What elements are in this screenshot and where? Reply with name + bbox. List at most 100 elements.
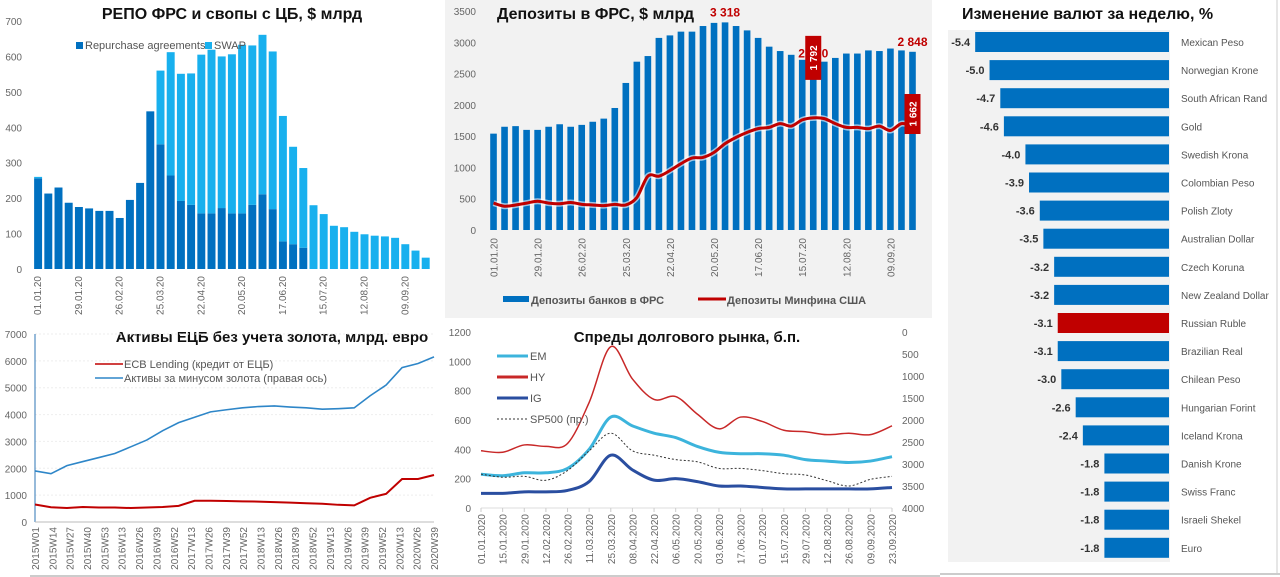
fx-value-label: -5.0 xyxy=(966,65,985,77)
annotation-label: 2 848 xyxy=(897,35,927,49)
bar-bank-deposits xyxy=(765,46,773,231)
y-tick-label: 400 xyxy=(454,445,471,456)
fx-value-label: -1.8 xyxy=(1080,543,1099,555)
bar-swap xyxy=(238,44,247,214)
x-tick-label: 2016W13 xyxy=(118,527,129,570)
x-tick-label: 01.07.2020 xyxy=(758,514,769,564)
annotation-label: 3 318 xyxy=(710,5,740,19)
fx-value-label: -4.6 xyxy=(980,121,999,133)
x-tick-label: 26.02.20 xyxy=(115,276,126,315)
fx-category-label: Hungarian Forint xyxy=(1181,403,1256,414)
fx-bar xyxy=(1057,341,1169,362)
x-tick-label: 2017W52 xyxy=(239,527,250,570)
x-tick-label: 2015W01 xyxy=(31,527,42,570)
fx-bar xyxy=(1082,425,1169,446)
x-tick-label: 29.01.20 xyxy=(534,238,545,277)
bar-repo xyxy=(85,208,94,269)
y2-tick-label: 500 xyxy=(902,350,919,361)
x-tick-label: 01.01.20 xyxy=(33,276,44,315)
x-tick-label: 2015W53 xyxy=(100,527,111,570)
bar-swap xyxy=(166,52,175,176)
bar-bank-deposits xyxy=(854,53,861,231)
y2-tick-label: 3500 xyxy=(902,482,925,493)
bar-repo xyxy=(156,144,165,269)
bar-bank-deposits xyxy=(677,31,685,230)
bar-bank-deposits xyxy=(832,57,839,230)
legend-swatch-bank-deposits xyxy=(503,296,529,302)
annotation-box xyxy=(904,94,921,135)
bar-swap xyxy=(207,49,216,214)
x-tick-label: 17.06.20 xyxy=(754,238,765,277)
bar-swap xyxy=(350,231,359,269)
fx-category-label: Gold xyxy=(1181,122,1202,133)
fx-bar xyxy=(989,60,1169,81)
fx-bar xyxy=(1054,256,1169,277)
x-tick-label: 2015W14 xyxy=(48,527,59,570)
y-tick-label: 0 xyxy=(16,265,22,276)
x-tick-label: 2019W52 xyxy=(378,527,389,570)
x-tick-label: 26.08.2020 xyxy=(845,514,856,564)
x-tick-label: 11.03.2020 xyxy=(585,514,596,564)
bar-bank-deposits xyxy=(589,121,597,230)
x-tick-label: 2019W26 xyxy=(343,527,354,570)
fx-bar xyxy=(1104,537,1169,558)
y-tick-label: 2500 xyxy=(454,70,477,81)
fx-category-label: Brazilian Real xyxy=(1181,347,1243,358)
bar-repo xyxy=(64,202,73,269)
fx-category-label: New Zealand Dollar xyxy=(1181,291,1269,302)
fx-category-label: Danish Krone xyxy=(1181,460,1242,471)
fx-value-label: -1.8 xyxy=(1080,515,1099,527)
y-tick-label: 1000 xyxy=(5,491,28,502)
ecb-assets-line xyxy=(34,356,435,475)
bar-repo xyxy=(95,210,104,269)
bar-swap xyxy=(248,45,257,205)
annotation-label: 1 792 xyxy=(809,45,820,70)
fx-bar xyxy=(1104,453,1169,474)
bar-bank-deposits xyxy=(787,54,795,230)
y-tick-label: 200 xyxy=(454,475,471,486)
x-tick-label: 2015W27 xyxy=(66,527,77,570)
y2-tick-label: 3000 xyxy=(902,460,925,471)
bar-repo xyxy=(105,210,114,269)
bar-bank-deposits xyxy=(688,31,696,230)
bar-bank-deposits xyxy=(732,26,740,230)
bar-repo xyxy=(289,244,298,269)
fx-value-label: -3.0 xyxy=(1037,374,1056,386)
x-tick-label: 2017W39 xyxy=(222,527,233,570)
bar-repo xyxy=(238,213,247,269)
x-tick-label: 26.02.2020 xyxy=(564,514,575,564)
fx-category-label: Iceland Krona xyxy=(1181,431,1243,442)
bar-swap xyxy=(156,70,165,145)
x-tick-label: 15.01.2020 xyxy=(499,514,510,564)
fx-value-label: -3.1 xyxy=(1034,346,1053,358)
y-tick-label: 700 xyxy=(5,17,22,28)
fx-value-label: -1.8 xyxy=(1080,487,1099,499)
x-tick-label: 2018W39 xyxy=(291,527,302,570)
y-tick-label: 800 xyxy=(454,387,471,398)
fx-bar xyxy=(1104,481,1169,502)
fx-bar xyxy=(1104,509,1169,530)
bar-swap xyxy=(360,234,369,269)
bar-repo xyxy=(74,207,83,269)
bar-bank-deposits xyxy=(545,126,552,230)
repo-chart-title: РЕПО ФРС и свопы с ЦБ, $ млрд xyxy=(102,6,362,23)
legend-label: EM xyxy=(530,351,547,363)
fx-value-label: -3.2 xyxy=(1030,262,1049,274)
fx-chart-title: Изменение валют за неделю, % xyxy=(962,6,1213,23)
x-tick-label: 26.02.20 xyxy=(578,238,589,277)
fx-category-label: Norwegian Krone xyxy=(1181,66,1259,77)
fx-value-label: -4.7 xyxy=(976,93,995,105)
y-tick-label: 3000 xyxy=(454,38,477,49)
bar-bank-deposits xyxy=(501,126,508,230)
bar-bank-deposits xyxy=(600,118,608,230)
y2-tick-label: 0 xyxy=(902,328,908,339)
x-tick-label: 25.03.20 xyxy=(156,276,167,315)
fx-category-label: Colombian Peso xyxy=(1181,179,1255,190)
bar-repo xyxy=(299,247,308,269)
x-tick-label: 12.02.2020 xyxy=(542,514,553,564)
y2-tick-label: 1000 xyxy=(902,372,925,383)
bar-bank-deposits xyxy=(655,37,663,230)
bar-swap xyxy=(309,205,318,269)
y2-tick-label: 4000 xyxy=(902,504,925,515)
fx-bar xyxy=(1061,369,1169,390)
